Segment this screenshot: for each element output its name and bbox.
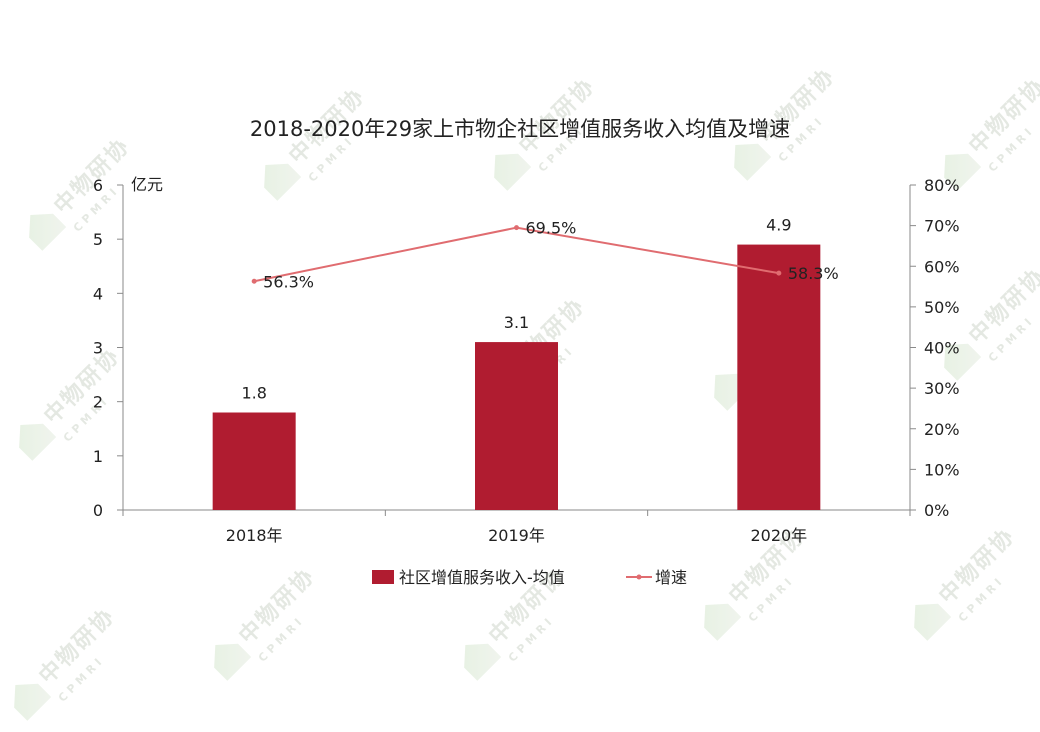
- y-right-tick-label: 0%: [924, 501, 949, 520]
- chart-title: 2018-2020年29家上市物企社区增值服务收入均值及增速: [250, 117, 790, 141]
- y-left-tick-label: 5: [93, 230, 103, 249]
- y-right-tick-label: 30%: [924, 379, 960, 398]
- bar-data-label: 1.8: [241, 384, 266, 403]
- growth-data-label: 58.3%: [788, 264, 839, 283]
- x-tick-label: 2018年: [226, 526, 283, 545]
- legend-label-line: 增速: [655, 568, 687, 587]
- y-left-unit: 亿元: [131, 175, 163, 194]
- growth-data-label: 56.3%: [263, 272, 314, 291]
- y-left-tick-label: 6: [93, 176, 103, 195]
- y-left-tick-label: 3: [93, 339, 103, 358]
- growth-point: [776, 270, 782, 276]
- y-left-tick-label: 1: [93, 447, 103, 466]
- growth-point: [514, 225, 519, 231]
- legend: 社区增值服务收入-均值 增速: [372, 568, 687, 587]
- bar-data-label: 3.1: [504, 313, 529, 332]
- y-left-tick-label: 2: [93, 393, 103, 412]
- bar: [212, 412, 296, 510]
- growth-data-label: 69.5%: [526, 219, 577, 238]
- legend-label-bar: 社区增值服务收入-均值: [399, 568, 565, 587]
- y-right-tick-label: 50%: [924, 298, 960, 317]
- y-right-tick-label: 80%: [924, 176, 960, 195]
- bars-group: 1.8 3.1 4.9: [212, 216, 821, 511]
- bar: [737, 244, 821, 511]
- legend-swatch-marker: [636, 574, 642, 580]
- y-right-tick-label: 70%: [924, 217, 960, 236]
- y-right-tick-label: 40%: [924, 339, 960, 358]
- y-right-tick-label: 10%: [924, 460, 960, 479]
- y-right-tick-label: 60%: [924, 257, 960, 276]
- legend-swatch-bar: [372, 570, 394, 584]
- x-tick-label: 2020年: [750, 526, 807, 545]
- growth-point: [251, 278, 257, 284]
- line-group: 56.3% 69.5% 58.3%: [251, 219, 839, 291]
- y-left-tick-label: 0: [93, 501, 103, 520]
- y-right-tick-label: 20%: [924, 420, 960, 439]
- bar: [475, 342, 558, 510]
- x-tick-label: 2019年: [488, 526, 545, 545]
- growth-line: [253, 226, 780, 283]
- bar-data-label: 4.9: [766, 216, 791, 235]
- y-left-tick-label: 4: [93, 284, 103, 303]
